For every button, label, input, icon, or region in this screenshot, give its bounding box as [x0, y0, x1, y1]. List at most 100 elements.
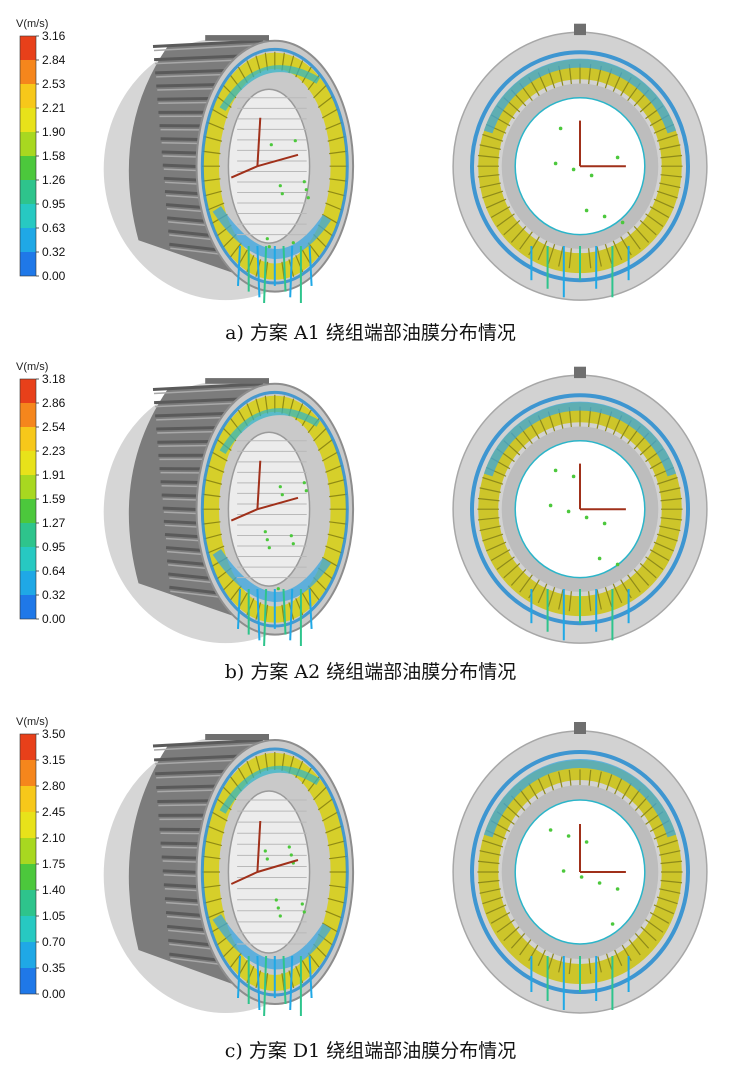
oil-droplet [278, 485, 282, 489]
oil-film-top [483, 759, 677, 838]
winding-coil [612, 582, 623, 604]
legend-color-band [20, 547, 36, 571]
winding-coil [486, 198, 507, 209]
legend-color-band [20, 838, 36, 864]
winding-coil [537, 239, 548, 261]
winding-coil [325, 121, 343, 130]
winding-coil [321, 213, 339, 224]
oil-droplet [615, 887, 620, 891]
legend-tick-label: 2.80 [42, 779, 66, 793]
winding-coil [230, 585, 242, 601]
legend-color-band [20, 132, 36, 156]
oil-droplet [280, 192, 284, 196]
winding-coil [656, 476, 678, 485]
winding-coil [477, 879, 500, 884]
panel-b: V(m/s) 3.18 2.86 2.54 2.23 1.91 1.59 1.27 0.95 0… [0, 361, 741, 683]
winding-coil [503, 562, 521, 579]
legend-color-band [20, 108, 36, 132]
legend-color-band [20, 571, 36, 595]
lamination-slot [152, 382, 264, 391]
oil-drip [263, 955, 268, 1016]
winding-coil [230, 242, 242, 258]
legend-color-band [20, 36, 36, 60]
legend-tick-label: 0.00 [42, 987, 66, 1001]
oil-film-bottom [212, 206, 332, 259]
oil-droplet [584, 208, 589, 213]
top-bracket [574, 366, 586, 379]
legend-color-band [20, 475, 36, 499]
winding-coil [329, 884, 348, 889]
winding-coil [653, 198, 674, 209]
winding-coil [645, 556, 664, 570]
legend-tick-label: 0.00 [42, 269, 66, 283]
winding-coil [619, 782, 632, 803]
axis-z [230, 871, 258, 885]
oil-droplet [304, 188, 308, 192]
oil-film-bottom [212, 914, 332, 970]
winding-coil [211, 811, 228, 822]
stator-bore [227, 88, 311, 244]
oil-droplet [289, 534, 293, 538]
winding-coil [656, 190, 678, 199]
winding-coil [325, 825, 343, 834]
oil-droplet [276, 906, 280, 910]
oil-droplet [571, 167, 576, 172]
winding-coil [596, 245, 602, 267]
legend-tick-label: 1.59 [42, 492, 66, 506]
stator-bore [227, 431, 311, 587]
legend-tick-label: 1.05 [42, 909, 66, 923]
legend-tick-label: 2.84 [42, 53, 66, 67]
legend-tick-label: 3.15 [42, 753, 66, 767]
winding-coil [482, 896, 504, 905]
winding-coil [327, 478, 346, 485]
winding-coil [477, 860, 500, 865]
winding-coil [329, 855, 348, 860]
winding-coil [660, 497, 683, 502]
oil-drip [289, 955, 294, 1011]
winding-coil [329, 178, 348, 182]
winding-coil [645, 213, 664, 227]
winding-coil [479, 525, 501, 532]
winding-coil [653, 541, 674, 552]
axis-x [257, 496, 299, 511]
winding-coil [321, 108, 339, 119]
oil-drip [263, 245, 268, 303]
winding-coil [307, 952, 320, 968]
oil-droplet [302, 481, 306, 485]
panel-a: V(m/s) 3.16 2.84 2.53 2.21 1.90 1.58 1.26 0.95 0… [0, 18, 741, 344]
legend-color-band [20, 403, 36, 427]
oil-drip [289, 588, 294, 641]
oil-droplet [291, 241, 295, 245]
legend-tick-label: 0.95 [42, 197, 66, 211]
legend-tick-label: 1.90 [42, 125, 66, 139]
legend-color-band [20, 968, 36, 994]
winding-coil [604, 586, 613, 607]
winding-coil [325, 910, 343, 919]
oil-drip [237, 245, 241, 286]
oil-droplet [276, 587, 280, 591]
oil-droplet [584, 840, 589, 844]
winding-coil [327, 190, 346, 197]
oil-drip [282, 245, 287, 292]
winding-coil [479, 888, 501, 894]
oil-droplet [265, 538, 269, 542]
axis-z [230, 165, 258, 179]
legend-tick-label: 0.32 [42, 588, 66, 602]
winding-coil [639, 219, 657, 236]
oil-droplet [615, 562, 620, 567]
winding-coil [496, 556, 515, 570]
oil-droplet [304, 489, 308, 493]
oil-droplet [302, 180, 306, 184]
winding-coil [321, 556, 339, 567]
winding-coil [313, 84, 327, 99]
winding-coil [587, 589, 592, 612]
axis-x [257, 859, 299, 873]
winding-coil [202, 855, 221, 860]
legend-tick-label: 2.86 [42, 396, 66, 410]
oil-droplet [287, 845, 291, 849]
winding-coil [656, 839, 678, 848]
winding-coil [327, 897, 346, 904]
winding-coil [649, 206, 670, 219]
oil-droplet [265, 237, 269, 241]
winding-coil [558, 588, 564, 610]
